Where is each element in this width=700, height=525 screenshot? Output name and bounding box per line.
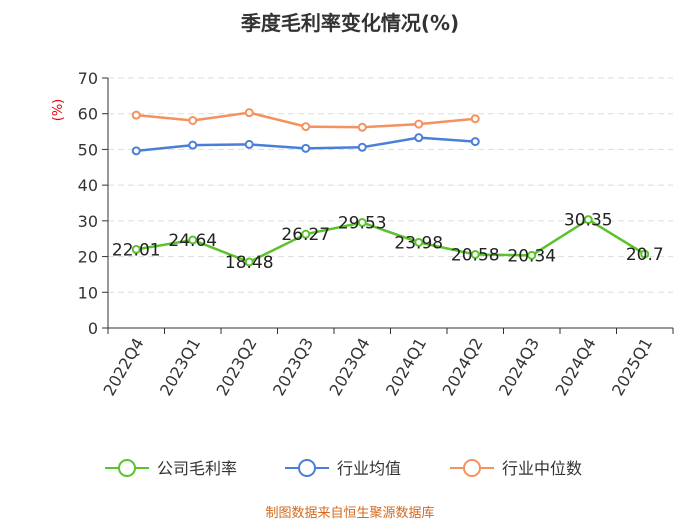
data-label: 20.7 bbox=[626, 245, 664, 265]
x-tick-label: 2023Q1 bbox=[156, 335, 204, 399]
x-tick-label: 2024Q4 bbox=[552, 335, 600, 399]
data-point[interactable] bbox=[414, 133, 424, 143]
data-point[interactable] bbox=[188, 235, 198, 245]
legend-item[interactable]: 行业均值 bbox=[285, 459, 401, 478]
data-point[interactable] bbox=[357, 218, 367, 228]
data-label: 24.64 bbox=[168, 231, 217, 251]
data-label: 23.98 bbox=[394, 233, 443, 253]
y-tick-label: 0 bbox=[88, 319, 98, 338]
legend-item[interactable]: 公司毛利率 bbox=[105, 459, 237, 478]
legend-marker bbox=[463, 459, 481, 477]
y-tick-label: 20 bbox=[78, 248, 98, 267]
data-label: 20.34 bbox=[507, 246, 556, 266]
legend-marker bbox=[298, 459, 316, 477]
data-point[interactable] bbox=[414, 237, 424, 247]
series-0 bbox=[131, 215, 650, 267]
legend-label: 公司毛利率 bbox=[157, 459, 237, 478]
data-label: 18.48 bbox=[225, 253, 274, 273]
data-point[interactable] bbox=[357, 142, 367, 152]
series-2 bbox=[131, 108, 480, 132]
data-point[interactable] bbox=[301, 143, 311, 153]
x-tick-label: 2023Q2 bbox=[213, 335, 261, 399]
y-tick-label: 70 bbox=[78, 69, 98, 88]
y-tick-label: 60 bbox=[78, 105, 98, 124]
data-labels: 22.01 24.64 18.48 26.27 29.53 23.98 20.58 20.34… bbox=[112, 211, 664, 273]
x-tick-label: 2024Q3 bbox=[495, 335, 543, 399]
data-point[interactable] bbox=[527, 250, 537, 260]
x-tick-label: 2023Q3 bbox=[269, 335, 317, 399]
data-label: 30.35 bbox=[564, 211, 613, 231]
data-point[interactable] bbox=[131, 244, 141, 254]
data-point[interactable] bbox=[244, 257, 254, 267]
legend-label: 行业中位数 bbox=[502, 459, 582, 478]
data-point[interactable] bbox=[244, 139, 254, 149]
legend-label: 行业均值 bbox=[337, 459, 401, 478]
legend-item[interactable]: 行业中位数 bbox=[450, 459, 582, 478]
x-tick-label: 2022Q4 bbox=[100, 335, 148, 399]
x-tick-label: 2025Q1 bbox=[608, 335, 656, 399]
data-point[interactable] bbox=[357, 122, 367, 132]
gridlines bbox=[108, 77, 673, 293]
chart-title: 季度毛利率变化情况(%) bbox=[240, 11, 459, 35]
x-tick-label: 2024Q2 bbox=[439, 335, 487, 399]
source-note: 制图数据来自恒生聚源数据库 bbox=[265, 505, 434, 521]
data-point[interactable] bbox=[188, 116, 198, 125]
legend-marker bbox=[118, 459, 136, 477]
series-1 bbox=[131, 133, 480, 156]
data-point[interactable] bbox=[244, 108, 254, 118]
x-tick-label: 2024Q1 bbox=[382, 335, 430, 399]
data-point[interactable] bbox=[301, 229, 311, 239]
legend[interactable]: 公司毛利率 行业均值 行业中位数 bbox=[105, 459, 582, 478]
y-tick-label: 10 bbox=[78, 283, 98, 302]
data-label: 29.53 bbox=[338, 214, 387, 234]
y-axis-label: (%) bbox=[51, 99, 66, 122]
data-point[interactable] bbox=[301, 122, 311, 132]
y-tick-label: 40 bbox=[78, 176, 98, 195]
series-layer bbox=[131, 108, 650, 267]
data-label: 26.27 bbox=[281, 225, 330, 245]
data-point[interactable] bbox=[470, 250, 480, 259]
y-tick-label: 50 bbox=[78, 140, 98, 159]
x-tick-label: 2023Q4 bbox=[326, 335, 374, 399]
data-point[interactable] bbox=[470, 114, 480, 124]
data-point[interactable] bbox=[640, 249, 650, 259]
data-point[interactable] bbox=[470, 137, 480, 147]
series-line bbox=[136, 218, 646, 264]
data-point[interactable] bbox=[414, 119, 424, 129]
y-tick-label: 30 bbox=[78, 212, 98, 231]
data-label: 22.01 bbox=[112, 240, 161, 260]
data-point[interactable] bbox=[583, 215, 593, 225]
data-point[interactable] bbox=[188, 140, 198, 150]
data-point[interactable] bbox=[131, 110, 141, 120]
data-label: 20.58 bbox=[451, 246, 500, 266]
data-point[interactable] bbox=[131, 146, 141, 156]
